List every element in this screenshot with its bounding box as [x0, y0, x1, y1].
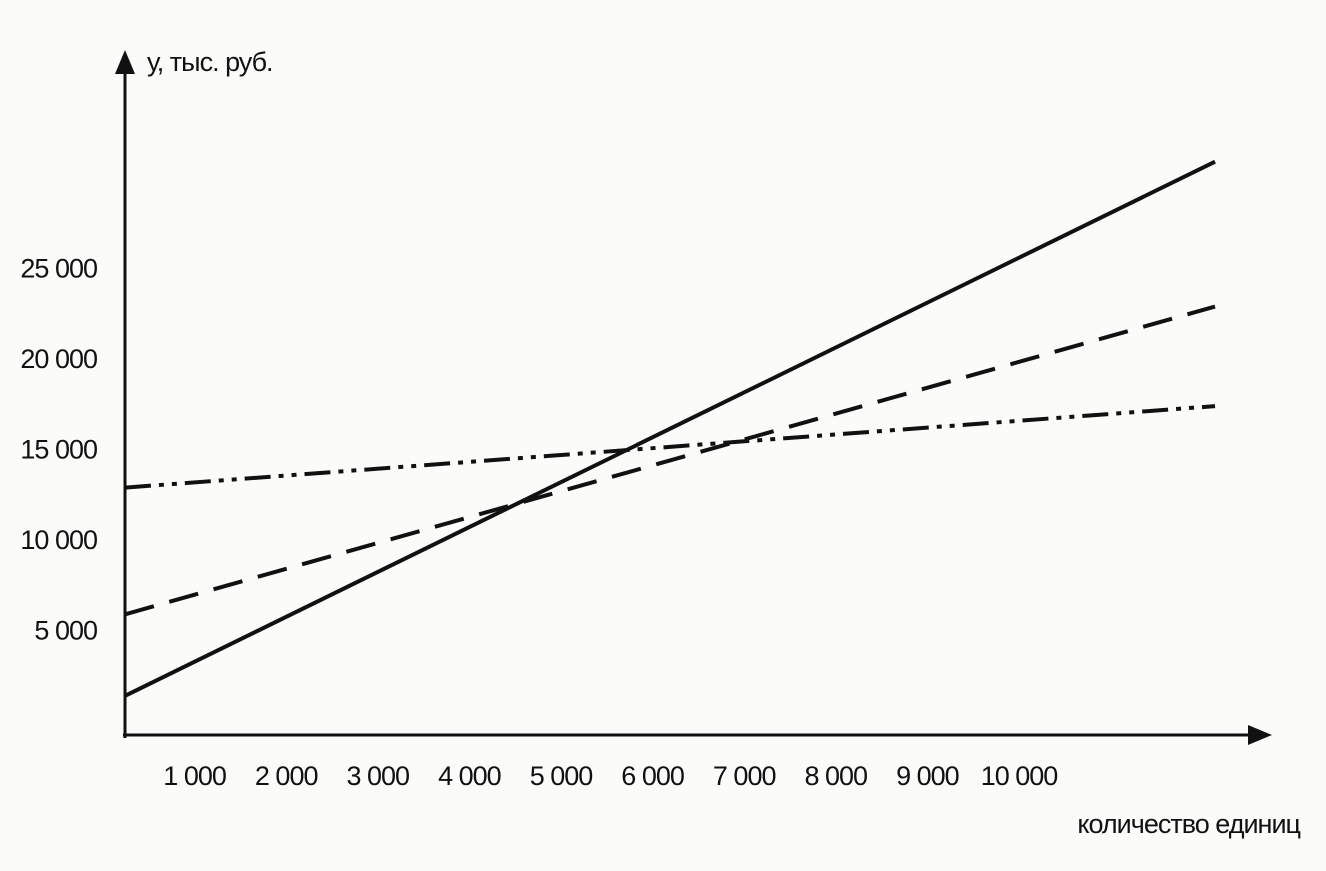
y-tick-label: 15 000: [20, 435, 97, 465]
x-tick-label: 2 000: [255, 761, 318, 791]
x-tick-label: 3 000: [347, 761, 410, 791]
x-tick-label: 5 000: [530, 761, 593, 791]
x-tick-label: 4 000: [438, 761, 501, 791]
x-axis-label: количество единиц: [1077, 809, 1300, 839]
x-tick-label: 7 000: [713, 761, 776, 791]
x-tick-label: 6 000: [621, 761, 684, 791]
line-series: [124, 304, 1216, 617]
y-axis-arrow: [115, 50, 135, 74]
x-axis-arrow: [1248, 725, 1272, 745]
x-tick-label: 10 000: [981, 761, 1058, 791]
y-axis-label: у, тыс. руб.: [147, 47, 273, 77]
x-tick-label: 1 000: [163, 761, 226, 791]
y-tick-label: 10 000: [20, 525, 97, 555]
x-tick-label: 8 000: [805, 761, 868, 791]
line-series: [124, 159, 1216, 698]
y-tick-label: 20 000: [20, 344, 97, 374]
y-tick-label: 5 000: [34, 616, 97, 646]
y-tick-label: 25 000: [20, 253, 97, 283]
line-series: [124, 404, 1216, 490]
x-tick-label: 9 000: [896, 761, 959, 791]
